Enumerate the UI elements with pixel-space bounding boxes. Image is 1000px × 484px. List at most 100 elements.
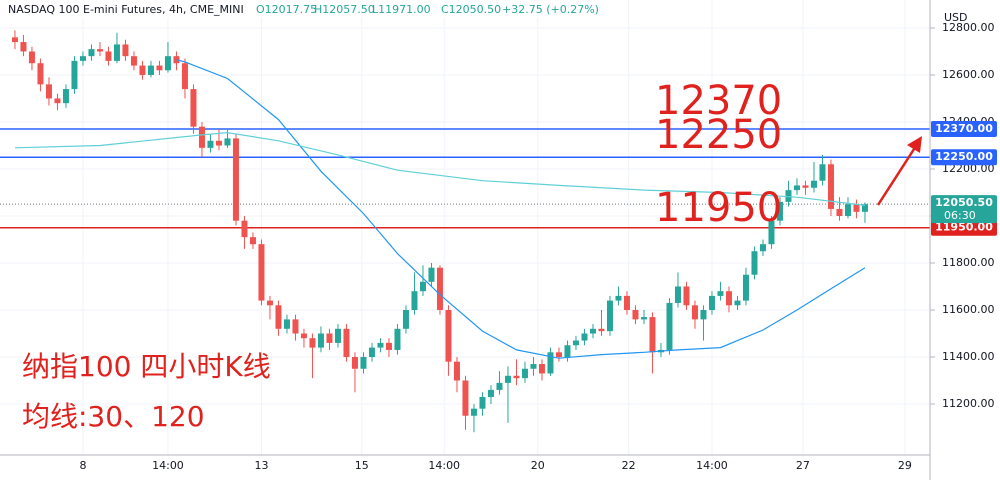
- candle-body: [768, 220, 775, 245]
- candle-body: [45, 84, 52, 99]
- candle-body: [377, 342, 384, 348]
- annotation: 11950: [655, 185, 782, 231]
- candle-body: [547, 352, 554, 374]
- grid: [0, 0, 930, 455]
- time-axis-bg: [0, 455, 930, 480]
- candle-body: [538, 364, 545, 374]
- candle-body: [105, 51, 112, 61]
- candle-body: [54, 98, 61, 104]
- candle-body: [164, 56, 171, 71]
- candle-body: [385, 342, 392, 350]
- y-tick-label: 11400.00: [942, 350, 995, 363]
- price-tag-label: 11950.00: [935, 221, 993, 234]
- candle-body: [717, 291, 724, 296]
- x-tick-label: 14:00: [696, 459, 728, 472]
- candle-body: [258, 244, 265, 301]
- candle-body: [96, 49, 103, 52]
- candle-body: [632, 309, 639, 320]
- candle-body: [674, 286, 681, 303]
- price-tag: [931, 195, 997, 224]
- candle-body: [275, 305, 282, 329]
- candle-body: [683, 286, 690, 306]
- ohlc-low: L11971.00: [372, 3, 431, 16]
- candle-body: [861, 204, 868, 212]
- candle-body: [62, 89, 69, 104]
- annotation: 纳指100 四小时K线: [22, 350, 271, 383]
- candle-body: [37, 63, 44, 85]
- candle-body: [241, 220, 248, 238]
- candle-body: [71, 60, 78, 90]
- header-bg: [0, 0, 600, 18]
- candle-body: [411, 291, 418, 310]
- price-tag: [931, 121, 997, 138]
- y-tick-label: 12800.00: [942, 21, 995, 34]
- candle-body: [708, 295, 715, 310]
- y-tick-label: 11800.00: [942, 256, 995, 269]
- candle-body: [572, 340, 579, 346]
- price-tag-label: 12370.00: [935, 122, 993, 135]
- candle-body: [130, 56, 137, 66]
- candle-body: [776, 201, 783, 221]
- price-axis-bg: [930, 0, 1000, 480]
- candle-body: [793, 185, 800, 191]
- candle-body: [581, 333, 588, 341]
- candle-body: [436, 267, 443, 310]
- candle-body: [215, 140, 222, 146]
- plot: [0, 30, 930, 433]
- price-tag: [931, 219, 997, 236]
- candle-body: [232, 138, 239, 221]
- candle-body: [555, 352, 562, 357]
- y-tick-label: 11600.00: [942, 303, 995, 316]
- candle-body: [309, 338, 316, 348]
- price-tag-countdown: 06:30: [944, 209, 976, 222]
- candle-body: [147, 65, 154, 75]
- candle-body: [836, 208, 843, 216]
- candle-body: [589, 328, 596, 334]
- candle-body: [751, 251, 758, 275]
- candle-body: [819, 164, 826, 181]
- candle-body: [640, 317, 647, 320]
- candle-body: [496, 382, 503, 390]
- currency: USD: [944, 11, 968, 24]
- candle-body: [300, 333, 307, 339]
- candle-body: [266, 300, 273, 306]
- moving-average: [14, 131, 866, 206]
- candle-body: [725, 291, 732, 306]
- x-tick-label: 27: [796, 459, 810, 472]
- candle-body: [11, 37, 18, 43]
- candle-body: [759, 244, 766, 252]
- annotation: 12370: [655, 78, 782, 124]
- candle-body: [181, 63, 188, 90]
- price-tag-label: 12250.00: [935, 150, 993, 163]
- candle-body: [742, 274, 749, 301]
- candle-body: [292, 319, 299, 334]
- candle-body: [198, 126, 205, 148]
- candle-body: [462, 380, 469, 416]
- x-tick-label: 20: [531, 459, 545, 472]
- x-tick-label: 14:00: [428, 459, 460, 472]
- candle-body: [666, 302, 673, 350]
- candle-body: [139, 65, 146, 75]
- x-tick-label: 8: [79, 459, 86, 472]
- candle-body: [623, 295, 630, 310]
- candle-body: [28, 51, 35, 64]
- candle-body: [351, 356, 358, 369]
- candle-body: [606, 300, 613, 332]
- candle-body: [598, 328, 605, 332]
- candle-body: [827, 164, 834, 209]
- candle-body: [470, 408, 477, 416]
- candle-body: [521, 368, 528, 379]
- ohlc-open: O12017.75: [256, 3, 317, 16]
- candle-body: [615, 295, 622, 301]
- candle-body: [343, 328, 350, 357]
- annotation: 12250: [655, 112, 782, 158]
- candle-body: [190, 89, 197, 127]
- candle-body: [513, 375, 520, 379]
- ohlc-close: C12050.50: [441, 3, 501, 16]
- candle-body: [453, 361, 460, 381]
- candle-body: [419, 281, 426, 292]
- candle-body: [79, 56, 86, 61]
- arrow: [876, 136, 922, 206]
- candle-body: [530, 364, 537, 369]
- candle-body: [334, 328, 341, 343]
